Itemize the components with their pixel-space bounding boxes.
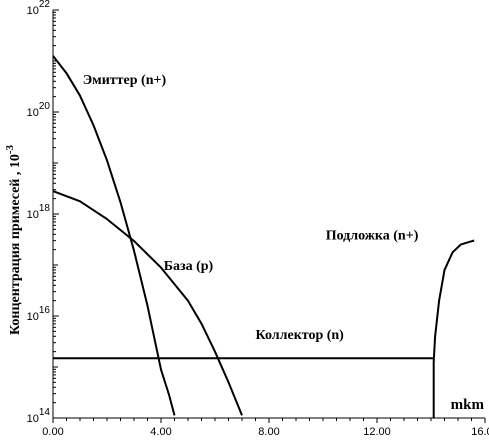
curve-annotation: Эмиттер (n+) — [83, 73, 167, 88]
series-line-2 — [52, 190, 243, 416]
x-tick-label: 4.00 — [150, 426, 171, 438]
axes — [52, 10, 485, 419]
series-line-4 — [432, 239, 475, 418]
curve-annotation: Подложка (n+) — [326, 229, 419, 244]
y-tick-label: 1014 — [27, 407, 51, 425]
tick-marks — [52, 9, 486, 423]
labels-group: 0.00 4.00 8.00 12.00 16.00 1014 1016 1018 1020 10… — [4, 0, 489, 438]
x-unit-label: mkm — [451, 397, 485, 413]
y-tick-label: 1020 — [27, 101, 51, 119]
x-tick-label: 8.00 — [258, 426, 279, 438]
series-group — [52, 55, 475, 418]
y-tick-label: 1022 — [27, 0, 51, 17]
y-tick-label: 1018 — [27, 203, 51, 221]
x-tick-label: 0.00 — [42, 426, 63, 438]
x-tick-label: 16.00 — [471, 426, 489, 438]
curve-annotation: База (p) — [164, 259, 214, 274]
y-tick-label: 1016 — [27, 305, 51, 323]
curve-annotation: Коллектор (n) — [256, 328, 345, 343]
series-line-1 — [52, 55, 176, 416]
x-tick-label: 12.00 — [363, 426, 391, 438]
y-axis-title: Концентрация примесей , 10-3 — [4, 144, 23, 335]
